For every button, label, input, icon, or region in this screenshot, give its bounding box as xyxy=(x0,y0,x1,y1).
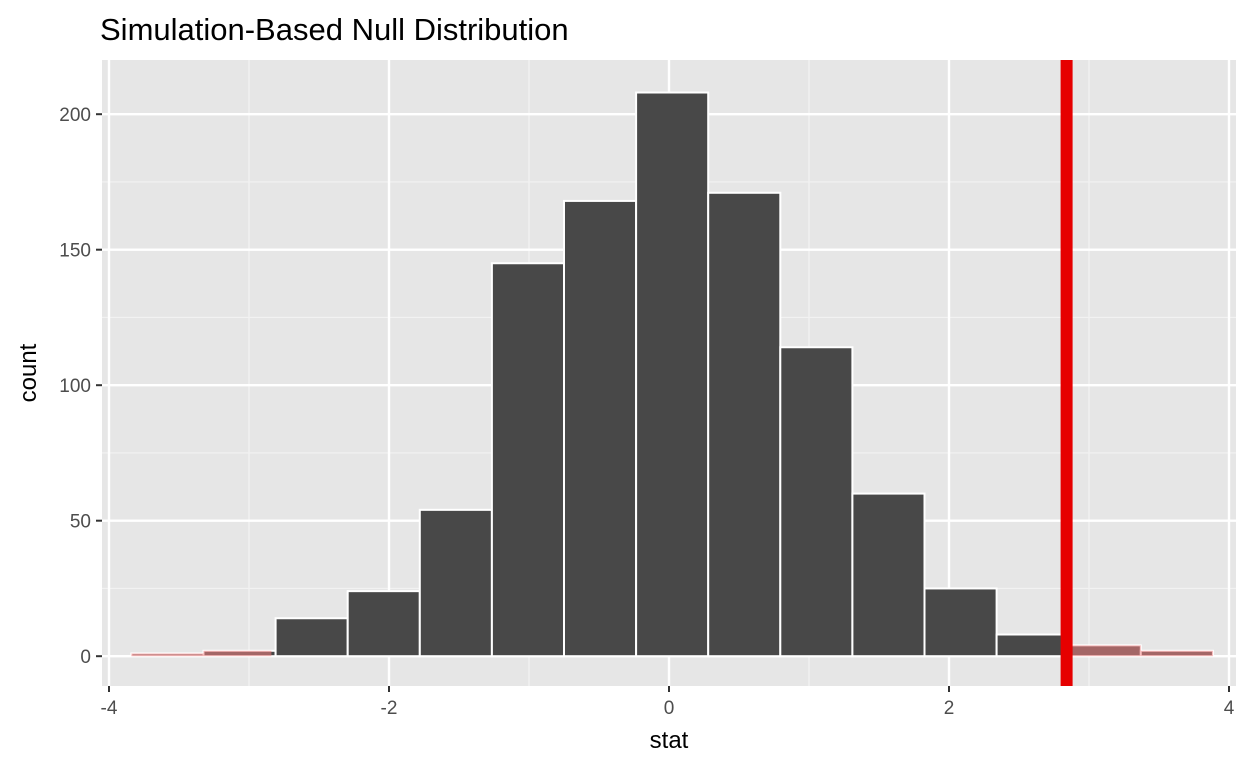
shaded-tail-bar xyxy=(203,650,272,657)
axes: -4 -2 0 2 4 0 50 100 150 200 xyxy=(59,105,1234,719)
histogram-bar xyxy=(418,508,493,658)
x-tick-label: -2 xyxy=(381,698,398,719)
x-tick-label: 2 xyxy=(944,698,955,719)
histogram-bar xyxy=(995,633,1070,658)
histogram-bar xyxy=(779,346,854,658)
x-tick-label: 0 xyxy=(664,698,675,719)
histogram-bar xyxy=(707,191,782,658)
histogram-bar xyxy=(490,262,565,658)
y-tick-label: 0 xyxy=(80,647,91,668)
x-tick-label: 4 xyxy=(1224,698,1235,719)
histogram-bar xyxy=(851,492,926,658)
histogram-bar xyxy=(635,91,710,658)
x-tick-label: -4 xyxy=(101,698,118,719)
shaded-tail-bar xyxy=(131,653,204,657)
y-tick-label: 100 xyxy=(59,376,91,397)
histogram-bar xyxy=(563,199,638,658)
histogram-bar xyxy=(274,617,349,658)
histogram-bar xyxy=(923,587,998,658)
y-tick-label: 50 xyxy=(70,512,91,533)
y-tick-label: 200 xyxy=(59,105,91,126)
x-axis-title: stat xyxy=(650,727,689,754)
shaded-tail-bar xyxy=(1068,645,1141,657)
y-axis-title: count xyxy=(15,343,42,402)
shaded-tail-bar xyxy=(1140,650,1213,657)
chart-title: Simulation-Based Null Distribution xyxy=(100,12,569,47)
y-tick-label: 150 xyxy=(59,241,91,262)
histogram-bar xyxy=(346,590,421,658)
